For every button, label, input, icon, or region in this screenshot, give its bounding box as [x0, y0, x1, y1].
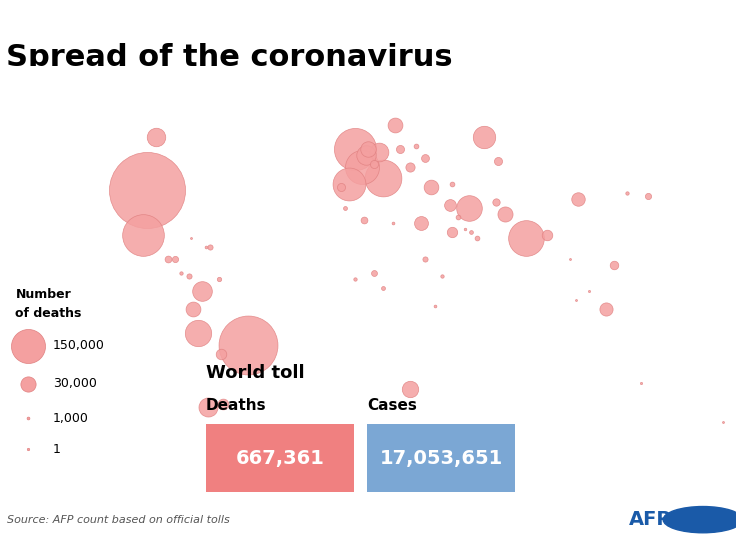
Point	[362, 144, 374, 153]
Point	[169, 254, 180, 263]
FancyBboxPatch shape	[367, 424, 515, 492]
Text: 1,000: 1,000	[53, 412, 88, 425]
Point	[718, 417, 729, 426]
Point	[404, 385, 416, 394]
Point	[183, 272, 195, 281]
FancyBboxPatch shape	[206, 424, 355, 492]
Point	[541, 230, 553, 239]
Circle shape	[663, 507, 736, 533]
Point	[404, 162, 416, 171]
Point	[635, 379, 647, 388]
Point	[339, 204, 351, 213]
Point	[425, 183, 437, 192]
Text: Deaths: Deaths	[206, 398, 266, 413]
Point	[620, 189, 632, 197]
Point	[360, 150, 372, 159]
Point	[463, 204, 475, 213]
Point	[369, 269, 381, 278]
Point	[369, 159, 381, 168]
Point	[583, 287, 595, 296]
Point	[215, 350, 227, 358]
Text: Cases: Cases	[367, 398, 417, 413]
Text: As of July 30, 1100 GMT: As of July 30, 1100 GMT	[6, 80, 188, 95]
Text: 30,000: 30,000	[53, 377, 96, 391]
Point	[419, 254, 431, 263]
Text: of deaths: of deaths	[15, 307, 82, 321]
Point	[570, 296, 582, 305]
Text: 150,000: 150,000	[53, 339, 105, 352]
Point	[573, 195, 584, 203]
Point	[188, 305, 199, 313]
Point	[141, 186, 153, 195]
Point	[492, 156, 504, 165]
Text: 17,053,651: 17,053,651	[379, 449, 503, 468]
Point	[429, 302, 441, 311]
Point	[444, 201, 456, 210]
Text: Spread of the coronavirus: Spread of the coronavirus	[6, 43, 453, 72]
Point	[149, 132, 161, 141]
Text: Source: AFP count based on official tolls: Source: AFP count based on official toll…	[7, 515, 230, 525]
Point	[355, 162, 367, 171]
Point	[23, 445, 35, 453]
Text: World toll: World toll	[206, 364, 305, 382]
Point	[419, 153, 431, 162]
Point	[196, 287, 208, 296]
Point	[459, 225, 470, 234]
Point	[163, 254, 174, 263]
Point	[411, 142, 422, 150]
Point	[520, 234, 531, 242]
Point	[192, 329, 204, 337]
Text: 667,361: 667,361	[236, 449, 325, 468]
Point	[389, 121, 401, 130]
Point	[185, 234, 197, 242]
Point	[377, 174, 389, 183]
Point	[499, 210, 511, 218]
Point	[175, 269, 187, 278]
Text: Number: Number	[15, 288, 71, 301]
Point	[350, 144, 361, 153]
Point	[642, 192, 654, 201]
Point	[394, 144, 406, 153]
Point	[472, 234, 484, 242]
Point	[465, 228, 477, 236]
Point	[202, 403, 214, 411]
Point	[343, 180, 355, 189]
Point	[213, 275, 224, 284]
Point	[205, 242, 216, 251]
FancyBboxPatch shape	[0, 66, 736, 481]
Point	[372, 147, 384, 156]
Point	[377, 284, 389, 293]
Point	[358, 216, 369, 224]
Point	[564, 254, 576, 263]
Point	[608, 260, 620, 269]
Point	[350, 275, 361, 284]
Point	[414, 219, 426, 228]
Point	[490, 198, 502, 207]
Point	[217, 400, 229, 409]
Point	[137, 230, 149, 239]
Point	[436, 272, 447, 281]
Text: AFP: AFP	[629, 510, 671, 529]
Point	[242, 340, 254, 349]
Point	[23, 414, 35, 423]
Point	[453, 213, 464, 222]
Point	[200, 242, 212, 251]
Point	[23, 341, 35, 350]
Point	[600, 305, 612, 313]
Point	[335, 183, 347, 192]
Point	[478, 132, 489, 141]
Point	[446, 180, 458, 189]
Point	[446, 228, 458, 236]
Text: 1: 1	[53, 443, 60, 456]
Point	[23, 380, 35, 388]
Point	[387, 219, 399, 228]
